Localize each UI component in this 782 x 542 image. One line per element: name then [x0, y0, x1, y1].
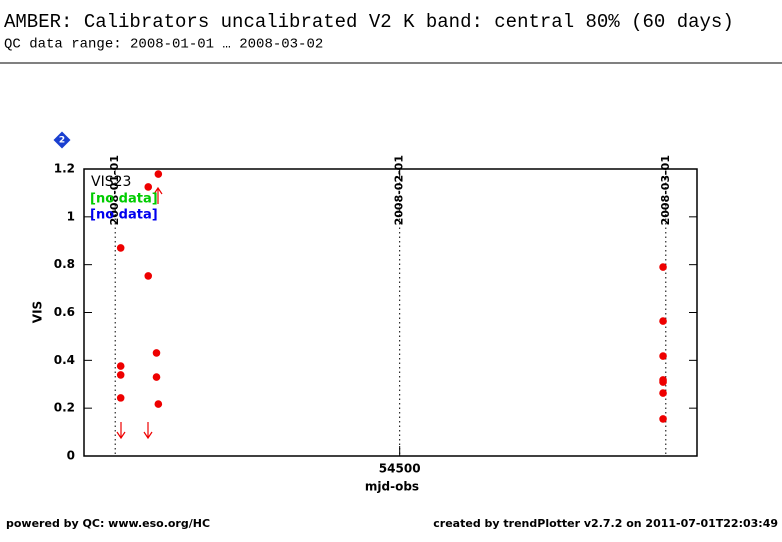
date-label: 2008-03-01 [659, 155, 672, 225]
y-tick-label: 1 [67, 209, 75, 223]
x-axis-label: mjd-obs [365, 480, 419, 494]
point [659, 415, 667, 423]
point [659, 378, 667, 386]
point [144, 183, 153, 191]
y-tick-label: 0.2 [54, 401, 75, 415]
y-tick-label: 0.4 [54, 353, 75, 367]
y-tick-label: 1.2 [54, 162, 75, 176]
point [659, 389, 667, 397]
point [154, 170, 163, 178]
point [152, 349, 161, 357]
point [659, 352, 667, 360]
point [144, 272, 153, 280]
point [659, 317, 667, 325]
point [116, 371, 125, 379]
point [116, 244, 125, 252]
point [116, 394, 125, 402]
annotation: [no data] [90, 208, 158, 223]
date-label: 2008-01-01 [108, 155, 121, 225]
x-tick-label: 54500 [379, 462, 421, 476]
legend-label: VIS23 [91, 174, 131, 190]
limit-arrows [116, 186, 163, 440]
date-label: 2008-02-01 [393, 155, 406, 225]
point [659, 263, 667, 271]
footer-right: created by trendPlotter v2.7.2 on 2011-0… [433, 517, 778, 530]
qc-icon: 2 [53, 131, 71, 149]
y-tick-label: 0.6 [54, 305, 75, 319]
y-tick-label: 0.8 [54, 257, 75, 271]
chart-title: AMBER: Calibrators uncalibrated V2 K ban… [4, 11, 734, 33]
point [154, 400, 163, 408]
point [152, 373, 161, 381]
y-axis-label: VIS [31, 301, 45, 323]
plot-frame [83, 168, 698, 457]
point [116, 362, 125, 370]
footer-left: powered by QC: www.eso.org/HC [6, 517, 210, 530]
annotation: [no data] [90, 192, 158, 207]
svg-text:2: 2 [59, 136, 65, 146]
y-tick-label: 0 [67, 449, 75, 463]
chart-subtitle: QC data range: 2008-01-01 … 2008-03-02 [4, 37, 323, 53]
